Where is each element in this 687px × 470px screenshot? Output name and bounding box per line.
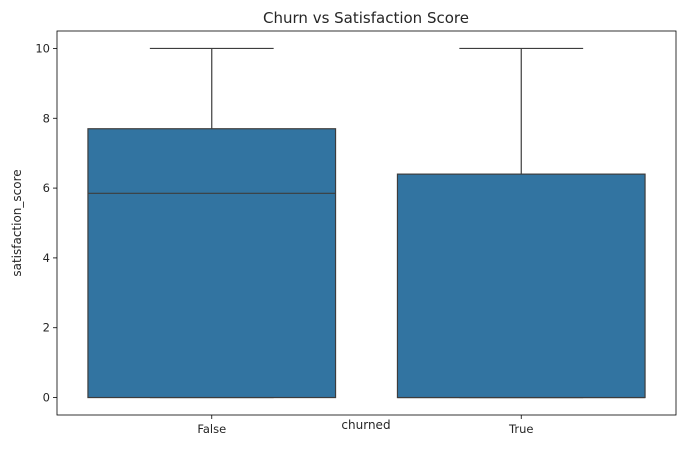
y-tick-label: 4 <box>43 251 50 265</box>
box-true <box>396 47 646 399</box>
x-tick-label: False <box>197 422 226 436</box>
y-axis-label: satisfaction_score <box>10 169 24 276</box>
y-tick-label: 6 <box>43 181 50 195</box>
x-axis-label: churned <box>341 418 390 432</box>
box-false <box>87 47 337 399</box>
box-plots <box>87 47 646 399</box>
chart-title: Churn vs Satisfaction Score <box>263 9 469 27</box>
y-tick-label: 0 <box>43 391 50 405</box>
iqr-box <box>87 128 337 399</box>
y-tick-label: 2 <box>43 321 50 335</box>
y-tick-label: 8 <box>43 111 50 125</box>
y-tick-label: 10 <box>35 41 50 55</box>
iqr-box <box>396 173 646 399</box>
x-tick-label: True <box>508 422 533 436</box>
plot-area-frame <box>56 30 677 416</box>
y-axis: 0 2 4 6 8 10 <box>35 41 57 405</box>
x-axis: False True <box>197 415 533 436</box>
